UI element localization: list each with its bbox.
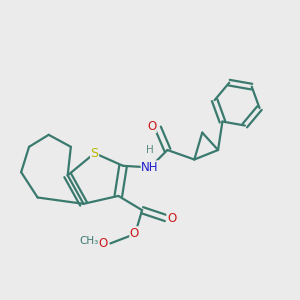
Text: NH: NH xyxy=(141,161,159,174)
Text: O: O xyxy=(130,227,139,240)
Text: O: O xyxy=(98,237,107,250)
Text: H: H xyxy=(146,145,154,155)
Text: O: O xyxy=(147,120,156,133)
Text: CH₃: CH₃ xyxy=(79,236,98,246)
Text: S: S xyxy=(91,147,99,160)
Text: O: O xyxy=(167,212,176,225)
